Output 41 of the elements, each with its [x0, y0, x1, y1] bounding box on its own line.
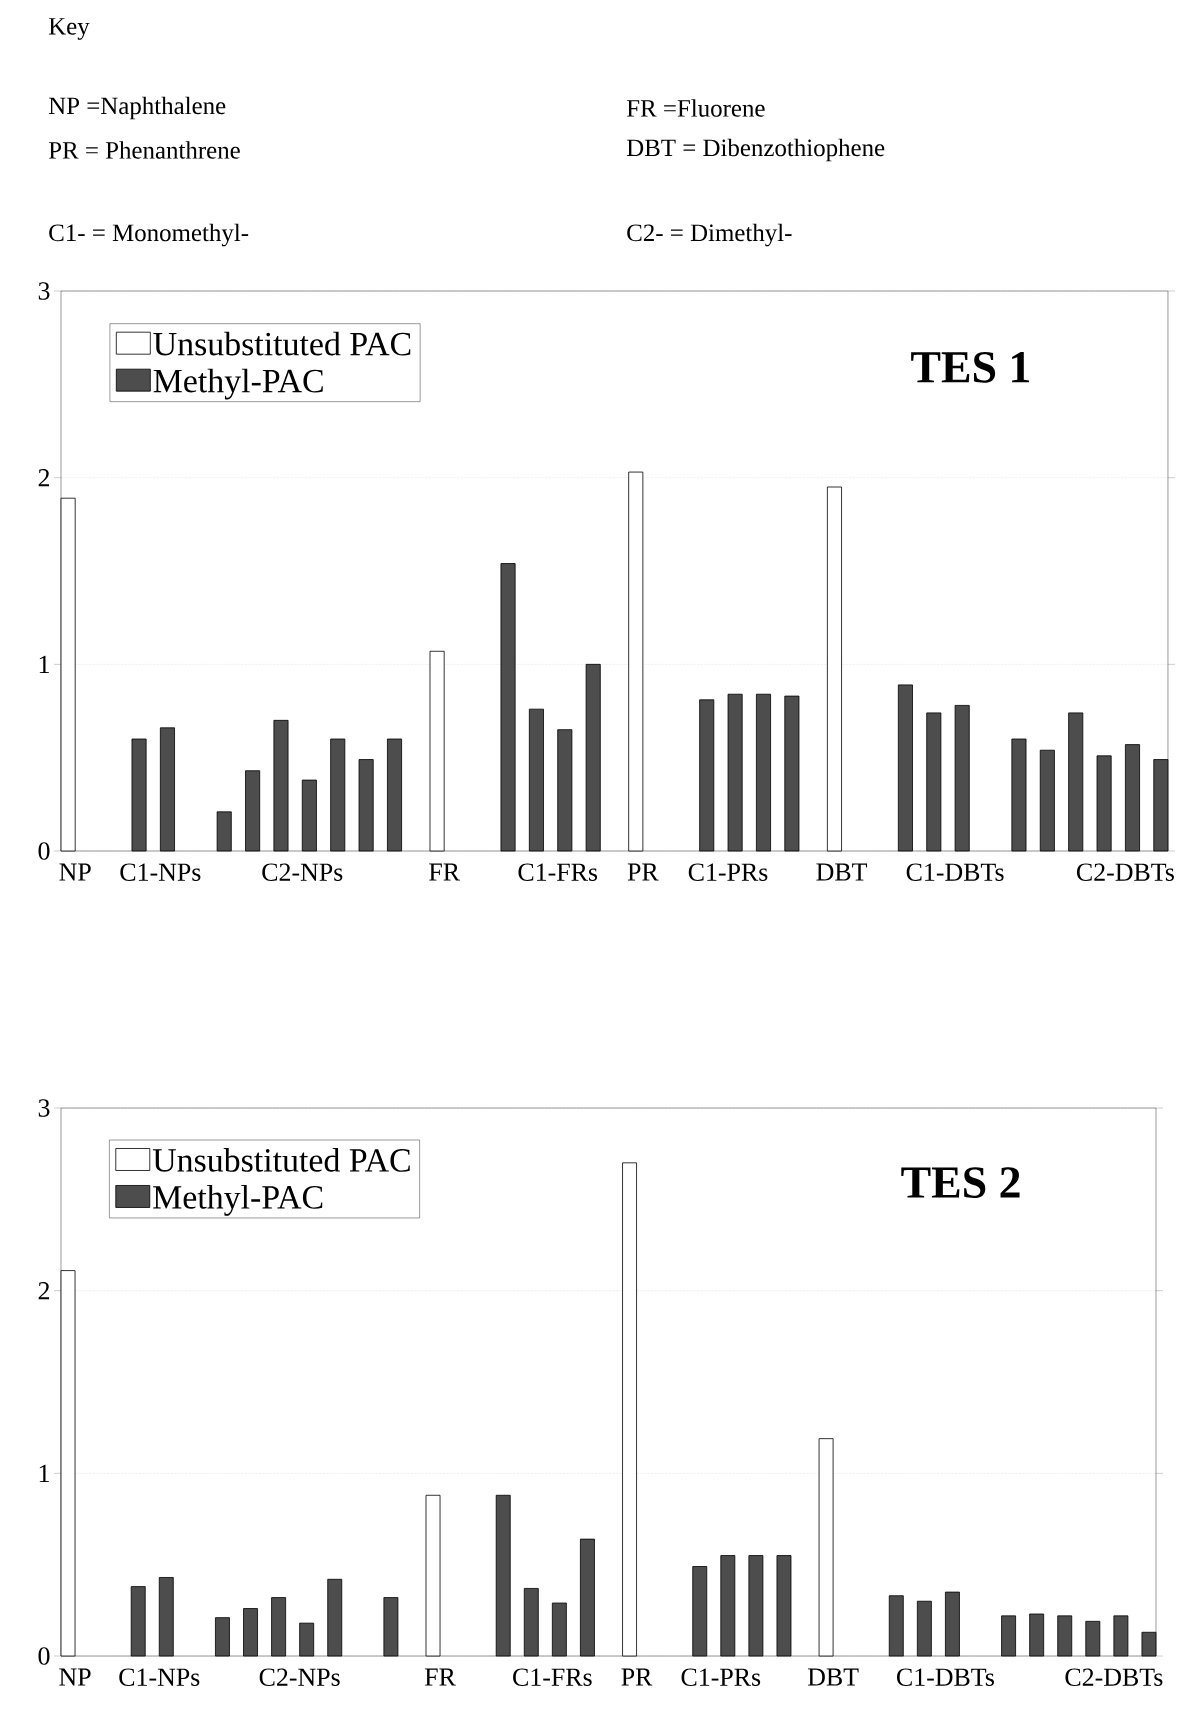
x-tick-label: C1-NPs — [120, 863, 201, 881]
x-tick-label: C1-FRs — [518, 863, 598, 881]
text: C2- = Dimethyl- — [627, 223, 792, 247]
x-tick-label: C1-PRs — [681, 1668, 761, 1686]
legend-label: Methyl-PAC — [153, 368, 323, 400]
y-tick-label: 0 — [38, 1647, 50, 1665]
text: NP =Naphthalene — [48, 96, 226, 120]
x-tick-label: NP — [59, 1668, 91, 1686]
x-tick-label: PR — [621, 1668, 653, 1686]
x-tick-label: C2-DBTs — [1065, 1668, 1163, 1686]
x-tick-label: NP — [59, 863, 91, 881]
legend-label: Unsubstituted PAC — [153, 331, 411, 356]
x-tick-label: C1-DBTs — [906, 863, 1004, 881]
text: TES 1 — [911, 351, 1030, 383]
text: PR = Phenanthrene — [48, 141, 240, 159]
x-tick-label: PR — [627, 863, 659, 881]
legend-label: Unsubstituted PAC — [152, 1147, 410, 1172]
x-tick-label: FR — [424, 1668, 456, 1686]
y-tick-label: 1 — [39, 1464, 49, 1482]
x-tick-label: FR — [429, 863, 460, 881]
x-tick-label: C2-DBTs — [1076, 863, 1174, 881]
text: C1- = Monomethyl- — [49, 223, 249, 247]
text: Key — [48, 18, 90, 40]
y-tick-label: 2 — [38, 1282, 50, 1300]
x-tick-label: C2-NPs — [262, 863, 343, 881]
y-tick-label: 1 — [39, 655, 49, 673]
text: DBT = Dibenzothiophene — [626, 138, 885, 162]
y-tick-label: 3 — [38, 282, 50, 300]
x-tick-label: DBT — [816, 863, 868, 881]
legend-label: Methyl-PAC — [153, 1184, 323, 1216]
x-tick-label: C1-DBTs — [897, 1668, 994, 1686]
text: FR =Fluorene — [626, 99, 765, 117]
y-tick-label: 2 — [38, 469, 50, 487]
y-tick-label: 0 — [38, 842, 50, 860]
x-tick-label: C1-NPs — [119, 1668, 200, 1686]
y-tick-label: 3 — [38, 1099, 50, 1117]
x-tick-label: DBT — [807, 1668, 859, 1686]
x-tick-label: C1-PRs — [688, 863, 768, 881]
text: TES 2 — [901, 1167, 1020, 1198]
x-tick-label: C1-FRs — [513, 1668, 592, 1686]
x-tick-label: C2-NPs — [259, 1668, 340, 1686]
